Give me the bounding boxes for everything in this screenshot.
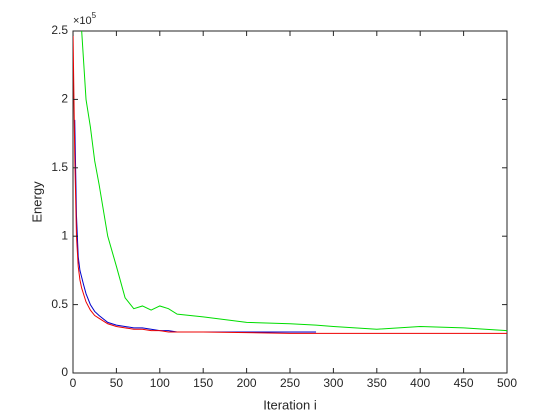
y-multiplier: ×105	[73, 11, 97, 27]
x-tick-label: 250	[280, 376, 300, 390]
lines	[73, 31, 507, 334]
x-tick-label: 450	[454, 376, 474, 390]
plot-box	[72, 30, 508, 374]
x-tick-label: 400	[410, 376, 430, 390]
y-tick-label: 0.5	[51, 297, 68, 311]
series-line	[81, 31, 507, 332]
x-tick-label: 0	[70, 376, 77, 390]
x-tick-label: 50	[110, 376, 124, 390]
x-tick-label: 150	[193, 376, 213, 390]
y-axis-label: Energy	[29, 181, 44, 223]
y-tick-label: 1.5	[51, 160, 68, 174]
x-tick-label: 500	[497, 376, 517, 390]
y-multiplier-base: ×10	[73, 15, 92, 27]
x-tick-label: 300	[323, 376, 343, 390]
x-tick-label: 100	[150, 376, 170, 390]
x-axis-label: Iteration i	[263, 397, 317, 412]
y-tick-label: 0	[61, 365, 68, 379]
y-tick-label: 2	[61, 92, 68, 106]
y-tick-label: 2.5	[51, 23, 68, 37]
series-line	[73, 31, 507, 334]
x-tick-label: 200	[237, 376, 257, 390]
y-multiplier-exponent: 5	[92, 11, 97, 20]
y-tick-label: 1	[61, 228, 68, 242]
x-tick-label: 350	[367, 376, 387, 390]
